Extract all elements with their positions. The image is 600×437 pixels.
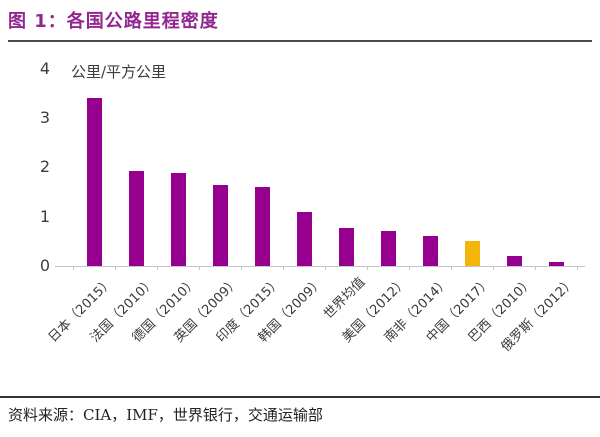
footer-divider-line (0, 396, 600, 398)
x-axis-tick-mark (535, 266, 536, 270)
chart-bar (128, 171, 144, 266)
x-axis-tick-mark (577, 266, 578, 270)
x-axis-tick-mark (157, 266, 158, 270)
y-axis-tick-label: 3 (39, 108, 50, 128)
x-axis-tick-mark (409, 266, 410, 270)
chart-bar (296, 211, 312, 266)
x-axis-tick-mark (73, 266, 74, 270)
y-axis-unit-label: 公里/平方公里 (71, 63, 167, 81)
chart-bar (86, 98, 102, 266)
x-axis-tick-mark (493, 266, 494, 270)
figure-title: 图 1：各国公路里程密度 (8, 11, 219, 32)
y-axis-tick-label: 2 (39, 157, 50, 177)
x-axis-tick-mark (241, 266, 242, 270)
chart-bar (506, 256, 522, 266)
chart-bar (548, 262, 564, 266)
x-axis-tick-mark (325, 266, 326, 270)
chart-bar (254, 187, 270, 266)
chart-bar (338, 227, 354, 266)
chart-bar (464, 241, 480, 266)
title-divider-line (8, 40, 592, 42)
x-axis-tick-mark (283, 266, 284, 270)
chart-bar (170, 173, 186, 266)
y-axis-tick-label: 0 (39, 256, 50, 275)
source-note: 资料来源：CIA，IMF，世界银行，交通运输部 (8, 406, 323, 424)
x-axis-line (55, 266, 585, 267)
chart-bar (422, 236, 438, 266)
y-axis-tick-label: 1 (39, 206, 50, 226)
x-axis-tick-mark (199, 266, 200, 270)
x-axis-tick-mark (115, 266, 116, 270)
x-axis-tick-mark (367, 266, 368, 270)
x-axis-tick-mark (451, 266, 452, 270)
chart-bar (380, 230, 396, 266)
y-axis-tick-label: 4 (39, 58, 50, 78)
chart-bar (212, 184, 228, 266)
